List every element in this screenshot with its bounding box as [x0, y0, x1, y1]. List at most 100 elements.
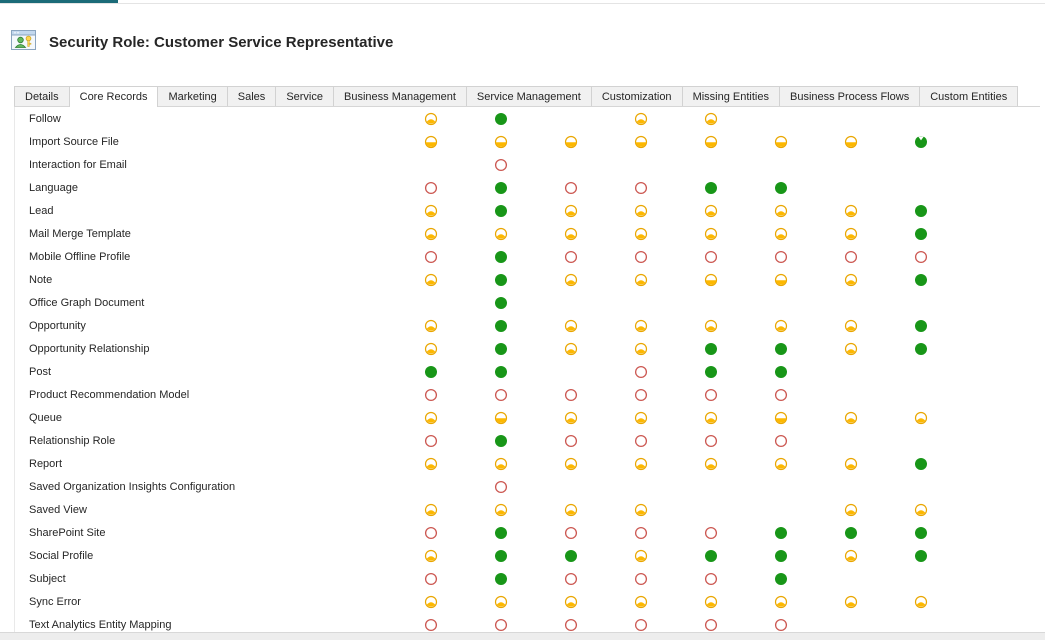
user-access-circle-icon[interactable] — [494, 227, 508, 241]
tab-sales[interactable]: Sales — [226, 86, 277, 106]
user-access-circle-icon[interactable] — [564, 457, 578, 471]
user-access-circle-icon[interactable] — [634, 549, 648, 563]
user-access-circle-icon[interactable] — [424, 595, 438, 609]
none-selected-circle-icon[interactable] — [704, 388, 718, 402]
user-access-circle-icon[interactable] — [774, 204, 788, 218]
none-selected-circle-icon[interactable] — [774, 434, 788, 448]
none-selected-circle-icon[interactable] — [424, 388, 438, 402]
user-access-circle-icon[interactable] — [844, 342, 858, 356]
user-access-circle-icon[interactable] — [424, 112, 438, 126]
tab-service-management[interactable]: Service Management — [465, 86, 592, 106]
user-access-circle-icon[interactable] — [914, 595, 928, 609]
user-access-circle-icon[interactable] — [634, 342, 648, 356]
organization-access-circle-icon[interactable] — [914, 526, 928, 540]
organization-access-circle-icon[interactable] — [704, 549, 718, 563]
business-unit-access-circle-icon[interactable] — [774, 135, 788, 149]
none-selected-circle-icon[interactable] — [634, 250, 648, 264]
user-access-circle-icon[interactable] — [424, 273, 438, 287]
business-unit-access-circle-icon[interactable] — [564, 135, 578, 149]
none-selected-circle-icon[interactable] — [704, 526, 718, 540]
business-unit-access-circle-icon[interactable] — [634, 135, 648, 149]
horizontal-scrollbar[interactable] — [0, 632, 1045, 640]
none-selected-circle-icon[interactable] — [494, 388, 508, 402]
user-access-circle-icon[interactable] — [774, 457, 788, 471]
user-access-circle-icon[interactable] — [494, 457, 508, 471]
none-selected-circle-icon[interactable] — [634, 526, 648, 540]
tab-core-records[interactable]: Core Records — [68, 86, 159, 107]
business-unit-access-circle-icon[interactable] — [704, 273, 718, 287]
user-access-circle-icon[interactable] — [424, 411, 438, 425]
user-access-circle-icon[interactable] — [564, 227, 578, 241]
organization-access-circle-icon[interactable] — [844, 526, 858, 540]
tab-business-management[interactable]: Business Management — [333, 86, 467, 106]
user-access-circle-icon[interactable] — [564, 411, 578, 425]
none-selected-circle-icon[interactable] — [704, 434, 718, 448]
none-selected-circle-icon[interactable] — [564, 388, 578, 402]
none-selected-circle-icon[interactable] — [704, 250, 718, 264]
user-access-circle-icon[interactable] — [914, 503, 928, 517]
none-selected-circle-icon[interactable] — [494, 158, 508, 172]
tab-custom-entities[interactable]: Custom Entities — [919, 86, 1019, 106]
user-access-circle-icon[interactable] — [704, 411, 718, 425]
none-selected-circle-icon[interactable] — [774, 618, 788, 632]
user-access-circle-icon[interactable] — [774, 227, 788, 241]
organization-access-circle-icon[interactable] — [774, 181, 788, 195]
user-access-circle-icon[interactable] — [634, 112, 648, 126]
none-selected-circle-icon[interactable] — [494, 480, 508, 494]
organization-access-circle-icon[interactable] — [774, 342, 788, 356]
organization-access-circle-icon[interactable] — [704, 181, 718, 195]
organization-access-circle-icon[interactable] — [914, 342, 928, 356]
user-access-circle-icon[interactable] — [564, 204, 578, 218]
organization-access-circle-icon[interactable] — [424, 365, 438, 379]
organization-access-circle-icon[interactable] — [914, 227, 928, 241]
organization-access-circle-icon[interactable] — [914, 204, 928, 218]
none-selected-circle-icon[interactable] — [634, 618, 648, 632]
user-access-circle-icon[interactable] — [844, 319, 858, 333]
none-selected-circle-icon[interactable] — [564, 181, 578, 195]
user-access-circle-icon[interactable] — [564, 595, 578, 609]
user-access-circle-icon[interactable] — [564, 273, 578, 287]
none-selected-circle-icon[interactable] — [424, 181, 438, 195]
user-access-circle-icon[interactable] — [844, 595, 858, 609]
user-access-circle-icon[interactable] — [634, 595, 648, 609]
user-access-circle-icon[interactable] — [844, 273, 858, 287]
organization-access-circle-icon[interactable] — [494, 526, 508, 540]
user-access-circle-icon[interactable] — [424, 319, 438, 333]
user-access-circle-icon[interactable] — [564, 342, 578, 356]
user-access-circle-icon[interactable] — [634, 411, 648, 425]
tab-missing-entities[interactable]: Missing Entities — [681, 86, 780, 106]
user-access-circle-icon[interactable] — [564, 503, 578, 517]
none-selected-circle-icon[interactable] — [564, 618, 578, 632]
business-unit-access-circle-icon[interactable] — [424, 135, 438, 149]
business-unit-access-circle-icon[interactable] — [494, 411, 508, 425]
organization-access-circle-icon[interactable] — [494, 112, 508, 126]
none-selected-circle-icon[interactable] — [424, 250, 438, 264]
user-access-circle-icon[interactable] — [424, 457, 438, 471]
none-selected-circle-icon[interactable] — [494, 618, 508, 632]
user-access-circle-icon[interactable] — [774, 595, 788, 609]
none-selected-circle-icon[interactable] — [774, 250, 788, 264]
user-access-circle-icon[interactable] — [704, 595, 718, 609]
user-access-circle-icon[interactable] — [424, 204, 438, 218]
user-access-circle-icon[interactable] — [424, 549, 438, 563]
user-access-circle-icon[interactable] — [774, 319, 788, 333]
user-access-circle-icon[interactable] — [914, 411, 928, 425]
none-selected-circle-icon[interactable] — [424, 618, 438, 632]
none-selected-circle-icon[interactable] — [424, 572, 438, 586]
organization-access-circle-icon[interactable] — [914, 319, 928, 333]
tab-service[interactable]: Service — [275, 86, 334, 106]
user-access-circle-icon[interactable] — [424, 342, 438, 356]
organization-access-circle-icon[interactable] — [494, 204, 508, 218]
organization-access-circle-icon[interactable] — [774, 572, 788, 586]
user-access-circle-icon[interactable] — [704, 227, 718, 241]
organization-access-circle-icon[interactable] — [494, 273, 508, 287]
none-selected-circle-icon[interactable] — [634, 388, 648, 402]
user-access-circle-icon[interactable] — [634, 204, 648, 218]
user-access-circle-icon[interactable] — [424, 503, 438, 517]
none-selected-circle-icon[interactable] — [774, 388, 788, 402]
business-unit-access-circle-icon[interactable] — [494, 135, 508, 149]
business-unit-access-circle-icon[interactable] — [704, 135, 718, 149]
none-selected-circle-icon[interactable] — [634, 181, 648, 195]
organization-access-circle-icon[interactable] — [774, 549, 788, 563]
user-access-circle-icon[interactable] — [634, 273, 648, 287]
